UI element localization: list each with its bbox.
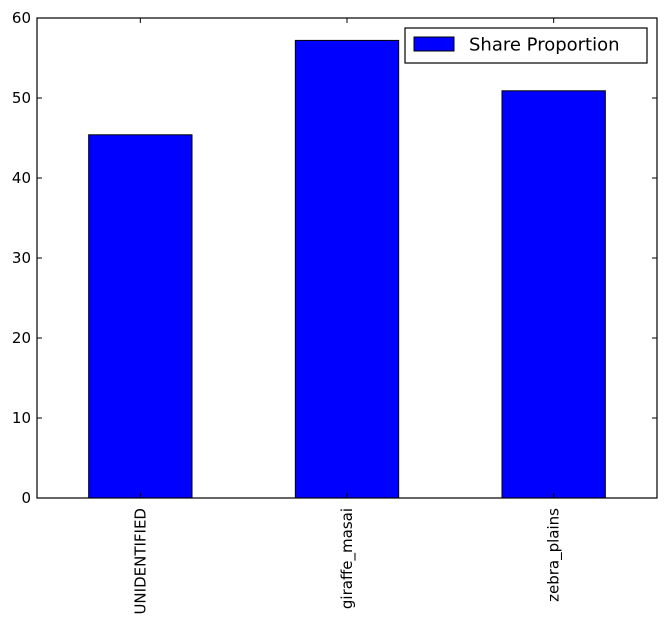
y-tick-label: 60: [12, 9, 31, 27]
legend-swatch: [413, 36, 455, 52]
x-tick-label-giraffe_masai: giraffe_masai: [338, 508, 357, 609]
y-tick-label: 10: [12, 409, 31, 427]
y-axis: 0 10 20 30 40 50 60: [12, 9, 657, 507]
bars-group: [88, 39, 606, 499]
x-axis: UNIDENTIFIED giraffe_masai zebra_plains: [131, 18, 564, 615]
x-tick-label-UNIDENTIFIED: UNIDENTIFIED: [131, 508, 149, 615]
bar-zebra_plains: [501, 90, 606, 499]
y-tick-label: 30: [12, 249, 31, 267]
y-tick-label: 20: [12, 329, 31, 347]
y-tick-label: 50: [12, 89, 31, 107]
x-tick-label-zebra_plains: zebra_plains: [545, 508, 564, 602]
y-tick-label: 0: [21, 489, 31, 507]
legend: Share Proportion: [404, 27, 648, 64]
plot-frame: [36, 17, 658, 499]
bar-UNIDENTIFIED: [88, 134, 193, 499]
legend-label: Share Proportion: [469, 35, 620, 56]
y-tick-label: 40: [12, 169, 31, 187]
bar-giraffe_masai: [294, 39, 400, 499]
